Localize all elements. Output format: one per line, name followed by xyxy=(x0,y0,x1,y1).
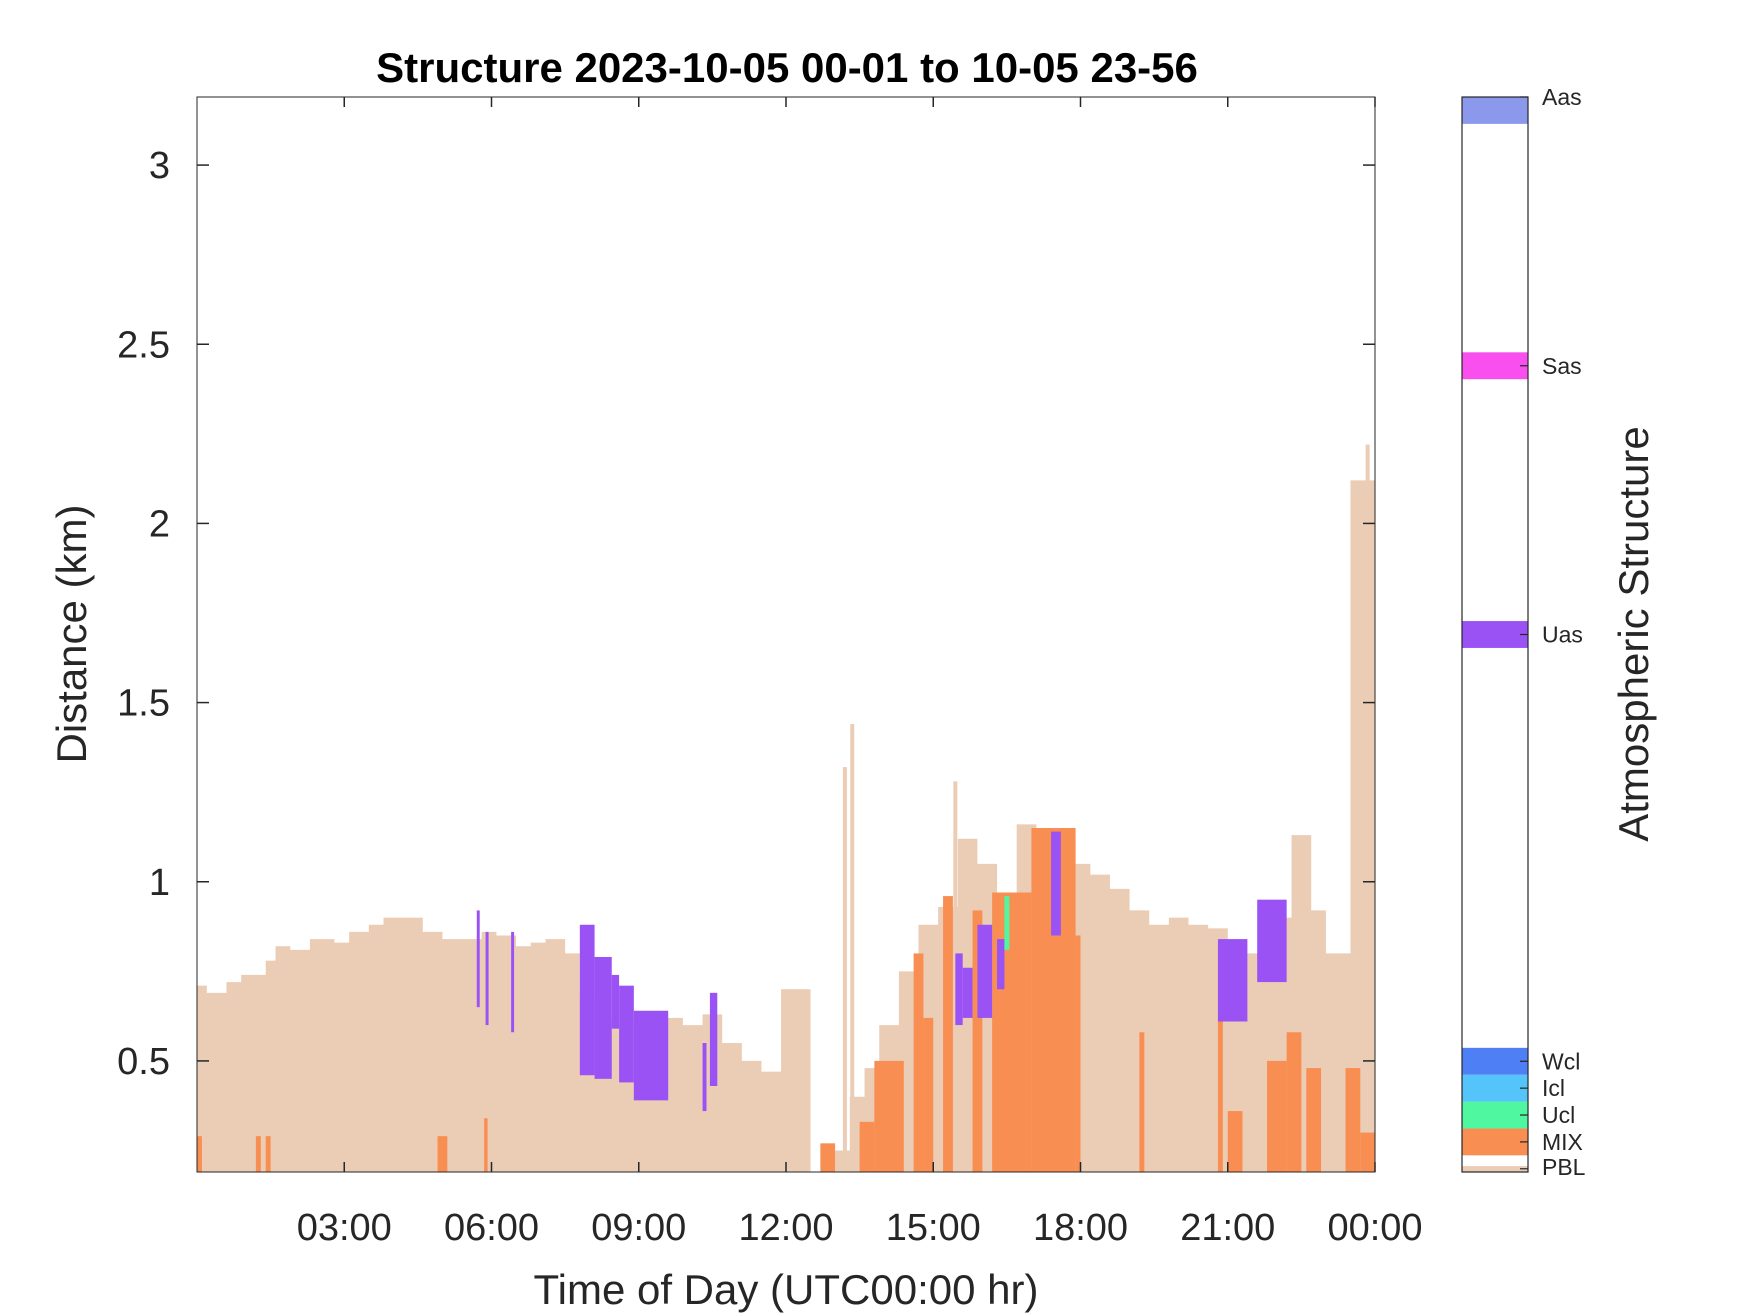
y-tick-label-0: 0.5 xyxy=(117,1041,170,1083)
colorbar-label-uas: Uas xyxy=(1542,622,1583,648)
colorbar-swatch-icl xyxy=(1462,1074,1528,1102)
colorbar-label-sas: Sas xyxy=(1542,353,1582,379)
mix-region-19 xyxy=(1286,1032,1302,1172)
mix-region-0 xyxy=(197,1136,202,1172)
uas-region-1 xyxy=(485,931,489,1026)
mix-region-10 xyxy=(943,896,953,1172)
mix-region-4 xyxy=(484,1118,488,1172)
y-axis: 0.5 1 1.5 2 2.5 3 xyxy=(117,145,1375,1083)
uas-region-10 xyxy=(955,953,963,1026)
x-tick-label-1: 06:00 xyxy=(444,1207,539,1249)
mix-region-16 xyxy=(1217,1017,1223,1172)
y-axis-title: Distance (km) xyxy=(48,504,95,763)
pbl-spike-0 xyxy=(842,767,847,1172)
uas-region-5 xyxy=(611,974,620,1029)
mix-region-6 xyxy=(859,1121,875,1172)
colorbar-swatch-ucl xyxy=(1462,1101,1528,1129)
uas-region-4 xyxy=(594,957,612,1079)
chart-title: Structure 2023-10-05 00-01 to 10-05 23-5… xyxy=(376,44,1198,91)
pbl-gap-0 xyxy=(810,97,817,1172)
mix-region-17 xyxy=(1227,1111,1243,1172)
ucl-region-0 xyxy=(1004,896,1010,950)
mix-region-20 xyxy=(1306,1068,1322,1172)
colorbar-swatch-aas xyxy=(1462,97,1528,124)
y-tick-label-1: 1 xyxy=(149,862,170,904)
plot-area: 03:00 06:00 09:00 12:00 15:00 18:00 21:00 00:00… xyxy=(117,96,1423,1249)
data-layer xyxy=(197,97,1375,1172)
colorbar-label-mix: MIX xyxy=(1542,1129,1583,1155)
uas-region-16 xyxy=(1257,899,1287,983)
x-tick-label-0: 03:00 xyxy=(297,1207,392,1249)
y-tick-label-3: 2 xyxy=(149,503,170,545)
pbl-spike-3 xyxy=(1365,444,1370,1172)
uas-region-6 xyxy=(619,985,634,1083)
x-tick-label-2: 09:00 xyxy=(591,1207,686,1249)
uas-region-2 xyxy=(511,931,515,1033)
uas-region-3 xyxy=(579,924,595,1076)
x-axis-title: Time of Day (UTC00:00 hr) xyxy=(534,1266,1039,1313)
mix-region-12 xyxy=(992,892,1032,1172)
x-tick-label-3: 12:00 xyxy=(738,1207,833,1249)
uas-region-7 xyxy=(633,1010,669,1101)
x-tick-label-7: 00:00 xyxy=(1327,1207,1422,1249)
uas-region-13 xyxy=(997,939,1005,990)
colorbar-label-pbl: PBL xyxy=(1542,1154,1586,1180)
colorbar-swatch-sas xyxy=(1462,352,1528,380)
mix-region-18 xyxy=(1267,1060,1287,1172)
colorbar-swatch-mix xyxy=(1462,1128,1528,1156)
mix-region-14 xyxy=(1075,935,1081,1172)
mix-region-3 xyxy=(437,1136,448,1172)
mix-region-1 xyxy=(255,1136,261,1172)
uas-region-9 xyxy=(709,992,718,1086)
x-axis: 03:00 06:00 09:00 12:00 15:00 18:00 21:00 00:00 xyxy=(297,97,1423,1249)
colorbar-label-icl: Icl xyxy=(1542,1075,1565,1101)
uas-region-11 xyxy=(962,967,973,1018)
colorbar-label-wcl: Wcl xyxy=(1542,1048,1580,1074)
mix-region-15 xyxy=(1139,1032,1145,1172)
y-tick-label-4: 2.5 xyxy=(117,324,170,366)
colorbar-frame xyxy=(1461,96,1529,1173)
colorbar-swatch-wcl xyxy=(1462,1047,1528,1075)
uas-region-8 xyxy=(702,1043,707,1112)
y-tick-label-5: 3 xyxy=(149,145,170,187)
mix-region-11 xyxy=(972,910,983,1172)
x-tick-label-6: 21:00 xyxy=(1180,1207,1275,1249)
colorbar-swatch-uas xyxy=(1462,621,1528,648)
uas-region-15 xyxy=(1217,939,1248,1022)
mix-region-8 xyxy=(913,953,924,1172)
uas-region-12 xyxy=(977,924,993,1018)
mix-region-21 xyxy=(1345,1068,1361,1172)
colorbar-label-ucl: Ucl xyxy=(1542,1102,1575,1128)
pbl-spike-1 xyxy=(850,724,855,1172)
uas-region-14 xyxy=(1051,831,1061,936)
x-tick-label-5: 18:00 xyxy=(1033,1207,1128,1249)
y-tick-label-2: 1.5 xyxy=(117,683,170,725)
mix-region-5 xyxy=(820,1143,836,1172)
mix-region-7 xyxy=(874,1060,904,1172)
mix-region-9 xyxy=(923,1017,934,1172)
mix-region-2 xyxy=(265,1136,271,1172)
colorbar-swatch-pbl xyxy=(1462,1166,1528,1172)
colorbar-label-aas: Aas xyxy=(1542,84,1582,110)
colorbar-title: Atmospheric Structure xyxy=(1610,426,1657,842)
mix-region-22 xyxy=(1360,1132,1375,1172)
uas-region-0 xyxy=(476,910,480,1008)
x-tick-label-4: 15:00 xyxy=(886,1207,981,1249)
